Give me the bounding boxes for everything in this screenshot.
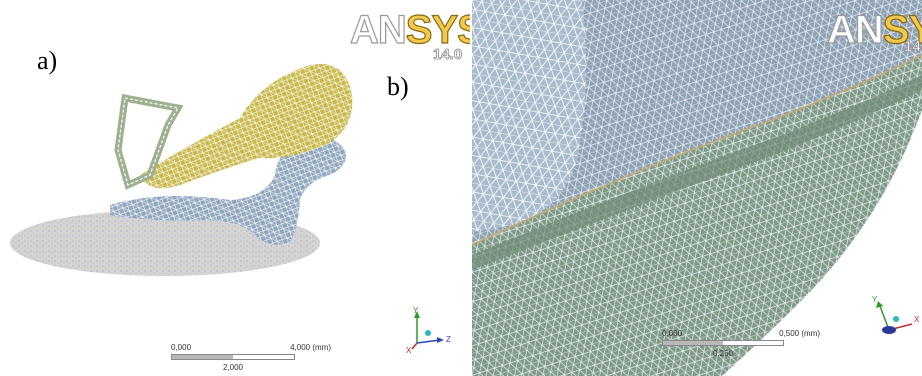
ansys-version-b: 14.0: [904, 38, 922, 56]
triad-y-label: Y: [413, 306, 419, 315]
ansys-logo-b: ANSYS: [826, 8, 922, 52]
viewport-panel-b[interactable]: ANSYS 14.0 0,000 0,500 (mm) 0,250 Y X: [472, 0, 922, 376]
panel-label-a: a): [37, 46, 58, 75]
scale-bar-b: 0,000 0,500 (mm) 0,250: [662, 329, 820, 363]
scale-right-label: 4,000 (mm): [290, 343, 331, 352]
scale-mid-label: 0,250: [712, 349, 734, 358]
ansys-logo-a: ANSYS: [349, 8, 470, 52]
mesh-render-a: [10, 63, 353, 276]
scale-bar-a: 0,000 4,000 (mm) 2,000: [171, 343, 331, 376]
axis-triad-b-icon[interactable]: Y X: [864, 292, 922, 352]
scale-mid-label: 2,000: [222, 363, 244, 372]
logo-sys-text: SYS: [882, 8, 922, 52]
scale-right-label: 0,500 (mm): [779, 329, 820, 338]
triad-x-label: X: [914, 315, 920, 324]
scale-left-label: 0,000: [171, 343, 192, 352]
triad-y-label: Y: [872, 295, 878, 304]
scale-left-label: 0,000: [662, 329, 683, 338]
ansys-version-a: 14.0: [433, 46, 463, 64]
viewport-panel-a[interactable]: a) ANSYS 14.0 0,000 4,000 (mm) 2,000 Y Z…: [0, 0, 470, 376]
scale-bar-graphic: [662, 340, 784, 346]
triad-z-label: Z: [446, 335, 451, 344]
mesh-render-b: [472, 0, 922, 376]
logo-an-text: AN: [349, 8, 407, 52]
triad-x-label: X: [406, 346, 412, 355]
scale-bar-graphic: [171, 354, 295, 360]
logo-an-text: AN: [826, 8, 884, 52]
panel-label-b: b): [387, 72, 409, 101]
axis-triad-a-icon[interactable]: Y Z X: [392, 305, 452, 365]
logo-sys-text: SYS: [405, 8, 470, 52]
